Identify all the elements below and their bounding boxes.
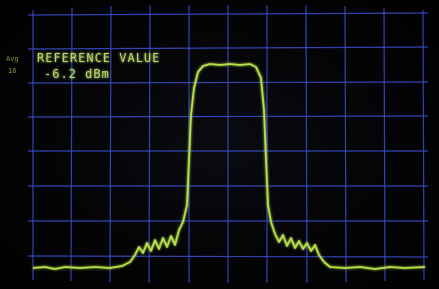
- reference-value: -6.2 dBm: [44, 67, 110, 81]
- analyzer-screen: Avg 16 REFERENCE VALUE -6.2 dBm: [0, 0, 439, 289]
- mode-count: 16: [8, 67, 16, 75]
- mode-label: Avg: [6, 55, 19, 63]
- background: [0, 0, 439, 289]
- page: {"screen": {"mode_label": "Avg", "mode_c…: [0, 0, 439, 289]
- reference-label: REFERENCE VALUE: [37, 51, 160, 65]
